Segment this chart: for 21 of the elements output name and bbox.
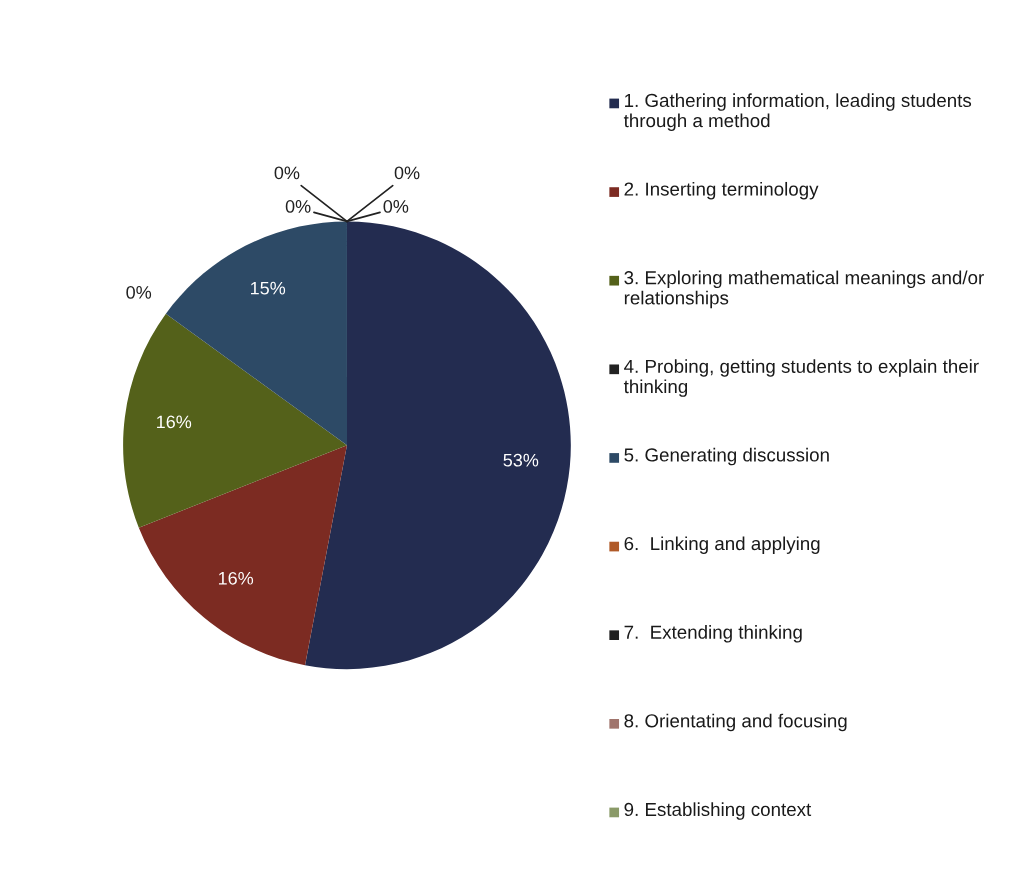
legend-label: 9. Establishing context: [624, 802, 812, 820]
legend-label: 4. Probing, getting students to explain their thinking: [623, 359, 979, 397]
data-label: 16%: [218, 571, 254, 585]
legend-label: 3. Exploring mathematical meanings and/or relationships: [624, 270, 984, 309]
legend-label: 5. Generating discussion: [624, 447, 829, 466]
text: 0%: [126, 286, 152, 299]
legend-label: 6. Linking and applying: [624, 536, 820, 554]
text: 0%: [274, 166, 300, 180]
pie-slice: [305, 221, 571, 670]
data-label: 15%: [251, 281, 286, 295]
legend-label: 1. Gathering information, leading students through a method: [623, 93, 972, 131]
pie-slice: [123, 313, 347, 528]
legend-label: 2. Inserting terminology: [624, 181, 819, 200]
text: 0%: [285, 200, 311, 213]
data-label: 53%: [503, 453, 539, 467]
data-label: 16%: [157, 415, 192, 429]
legend-label: 8. Orientating and focusing: [624, 713, 847, 732]
text: 0%: [394, 166, 420, 180]
text: 0%: [383, 200, 409, 213]
legend-label: 7. Extending thinking: [624, 625, 802, 643]
pie-slice: [138, 445, 347, 666]
